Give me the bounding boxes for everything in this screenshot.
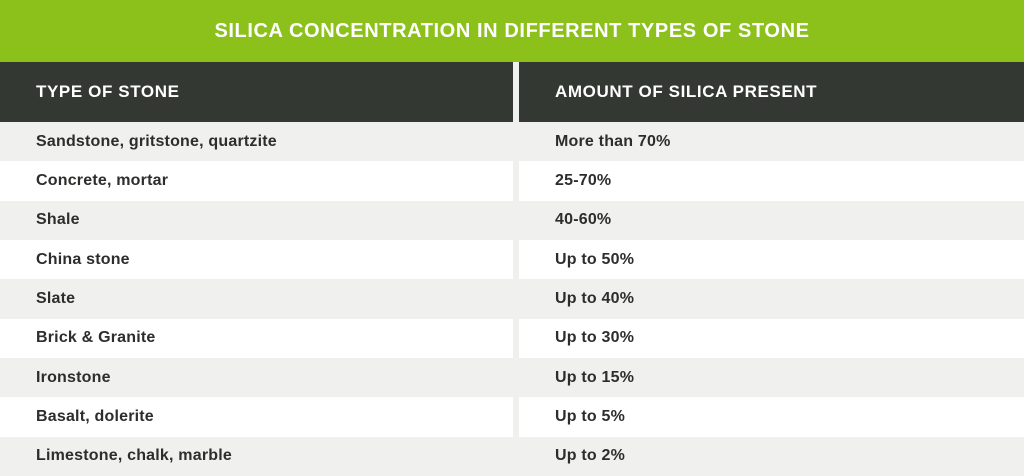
- silica-amount-cell: 25-70%: [519, 161, 1024, 201]
- stone-type-cell: Limestone, chalk, marble: [36, 447, 232, 465]
- table-row: Basalt, dolerite Up to 5%: [0, 397, 1024, 437]
- silica-amount-cell: More than 70%: [555, 132, 671, 150]
- silica-amount-cell: 40-60%: [555, 211, 612, 229]
- table-row: Brick & Granite Up to 30%: [0, 318, 1024, 358]
- title-bar: SILICA CONCENTRATION IN DIFFERENT TYPES …: [0, 0, 1024, 62]
- stone-type-cell: Sandstone, gritstone, quartzite: [36, 132, 277, 150]
- table-row: China stone Up to 50%: [0, 239, 1024, 280]
- stone-type-cell: Slate: [36, 289, 76, 307]
- table-row: Shale 40-60%: [0, 201, 1024, 240]
- column-header-amount-of-silica: AMOUNT OF SILICA PRESENT: [519, 62, 1024, 122]
- table-row: Ironstone Up to 15%: [0, 358, 1024, 397]
- table-row: Slate Up to 40%: [0, 279, 1024, 318]
- silica-amount-cell: Up to 2%: [555, 447, 626, 465]
- stone-type-cell: Shale: [36, 211, 80, 229]
- silica-amount-cell: Up to 5%: [519, 397, 1024, 437]
- silica-amount-cell: Up to 15%: [555, 368, 635, 386]
- table-row: Concrete, mortar 25-70%: [0, 161, 1024, 201]
- table-header-row: TYPE OF STONE AMOUNT OF SILICA PRESENT: [0, 62, 1024, 122]
- silica-amount-cell: Up to 30%: [519, 318, 1024, 358]
- stone-type-cell: Brick & Granite: [0, 318, 513, 358]
- stone-type-cell: Concrete, mortar: [0, 161, 513, 201]
- table-body: Sandstone, gritstone, quartzite More than…: [0, 122, 1024, 476]
- page-title: SILICA CONCENTRATION IN DIFFERENT TYPES …: [214, 19, 810, 42]
- silica-amount-cell: Up to 50%: [519, 239, 1024, 280]
- silica-table: TYPE OF STONE AMOUNT OF SILICA PRESENT S…: [0, 62, 1024, 476]
- stone-type-cell: Ironstone: [36, 368, 111, 386]
- stone-type-cell: China stone: [0, 239, 513, 280]
- silica-amount-cell: Up to 40%: [555, 289, 635, 307]
- column-header-type-of-stone: TYPE OF STONE: [0, 62, 513, 122]
- table-row: Limestone, chalk, marble Up to 2%: [0, 437, 1024, 476]
- stone-type-cell: Basalt, dolerite: [0, 397, 513, 437]
- table-row: Sandstone, gritstone, quartzite More than…: [0, 122, 1024, 161]
